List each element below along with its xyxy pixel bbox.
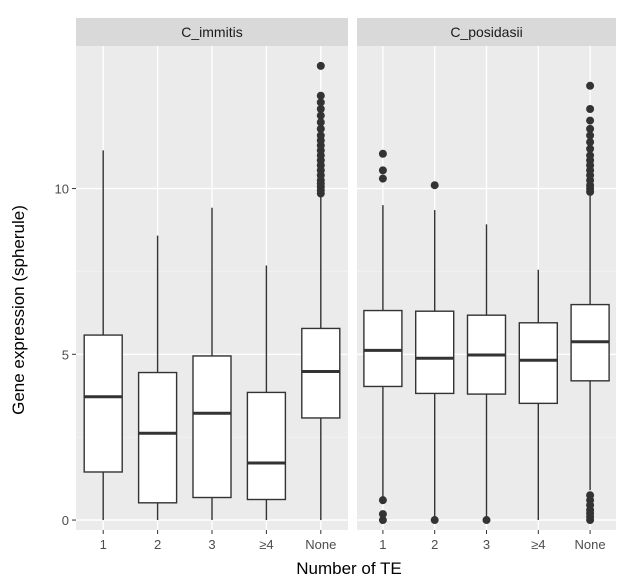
box-body <box>363 309 403 388</box>
box-body <box>415 310 455 395</box>
box-c-immitis-1 <box>83 150 123 521</box>
x-tick-label: 2 <box>154 537 161 552</box>
box-c-immitis-ge4 <box>246 265 287 521</box>
outlier-point <box>586 491 595 500</box>
facet-strip-c-posidasii <box>357 18 616 46</box>
x-tick-label: 1 <box>379 537 386 552</box>
outlier-point <box>586 138 595 147</box>
y-tick-label: 0 <box>62 513 69 528</box>
outlier-point <box>316 98 325 107</box>
outlier-point <box>430 181 439 190</box>
outlier-point <box>586 81 595 90</box>
outlier-point <box>316 124 325 133</box>
box-body <box>518 322 558 405</box>
outlier-point <box>378 166 387 175</box>
outlier-point <box>378 510 387 519</box>
outlier-point <box>586 144 595 153</box>
box-c-posidasii-1 <box>363 149 403 525</box>
outlier-point <box>482 516 491 525</box>
x-tick-label: 3 <box>208 537 215 552</box>
outlier-point <box>586 116 595 125</box>
facet-label-c-posidasii: C_posidasii <box>450 24 522 40</box>
box-c-posidasii-none <box>570 81 610 525</box>
panel-c-posidasii: C_posidasii 1 2 3 ≥4 None <box>357 18 616 552</box>
outlier-point <box>316 118 325 127</box>
box-c-immitis-none <box>301 61 341 521</box>
x-axis-title: Number of TE <box>296 559 402 578</box>
x-tick-label: 3 <box>483 537 490 552</box>
x-tick-label: 1 <box>100 537 107 552</box>
box-body <box>301 327 341 419</box>
x-tick-label: 2 <box>431 537 438 552</box>
outlier-point <box>586 131 595 140</box>
x-tick-label: None <box>305 537 336 552</box>
outlier-point <box>378 149 387 158</box>
facet-label-c-immitis: C_immitis <box>181 24 242 40</box>
outlier-point <box>586 104 595 113</box>
box-c-immitis-3 <box>192 207 232 521</box>
outlier-point <box>378 516 387 525</box>
box-body <box>192 355 232 499</box>
x-tick-label: ≥4 <box>531 537 545 552</box>
y-tick-label: 10 <box>55 182 69 197</box>
facet-strip-c-immitis <box>76 18 348 46</box>
outlier-point <box>430 516 439 525</box>
outlier-point <box>316 111 325 120</box>
box-body <box>246 391 287 501</box>
box-c-posidasii-ge4 <box>518 269 558 521</box>
box-body <box>137 371 178 504</box>
outlier-point <box>316 131 325 140</box>
outlier-point <box>586 124 595 133</box>
outlier-point <box>378 174 387 183</box>
outlier-point <box>378 496 387 505</box>
outlier-point <box>586 151 595 160</box>
panel-c-immitis: C_immitis 1 2 3 ≥4 None <box>76 18 348 552</box>
y-axis: 0 5 10 <box>55 182 76 528</box>
box-c-posidasii-3 <box>466 224 507 525</box>
x-tick-label: ≥4 <box>259 537 273 552</box>
x-tick-label: None <box>575 537 606 552</box>
y-tick-label: 5 <box>62 347 69 362</box>
y-axis-title: Gene expression (spherule) <box>9 205 28 415</box>
outlier-point <box>316 104 325 113</box>
box-c-immitis-2 <box>137 235 178 521</box>
outlier-point <box>316 61 325 70</box>
box-body <box>83 334 123 473</box>
panels: C_immitis 1 2 3 ≥4 None C_posidasii 1 2 3 ≥4 None <box>76 18 616 552</box>
box-c-posidasii-2 <box>415 181 455 525</box>
outlier-point <box>316 91 325 100</box>
